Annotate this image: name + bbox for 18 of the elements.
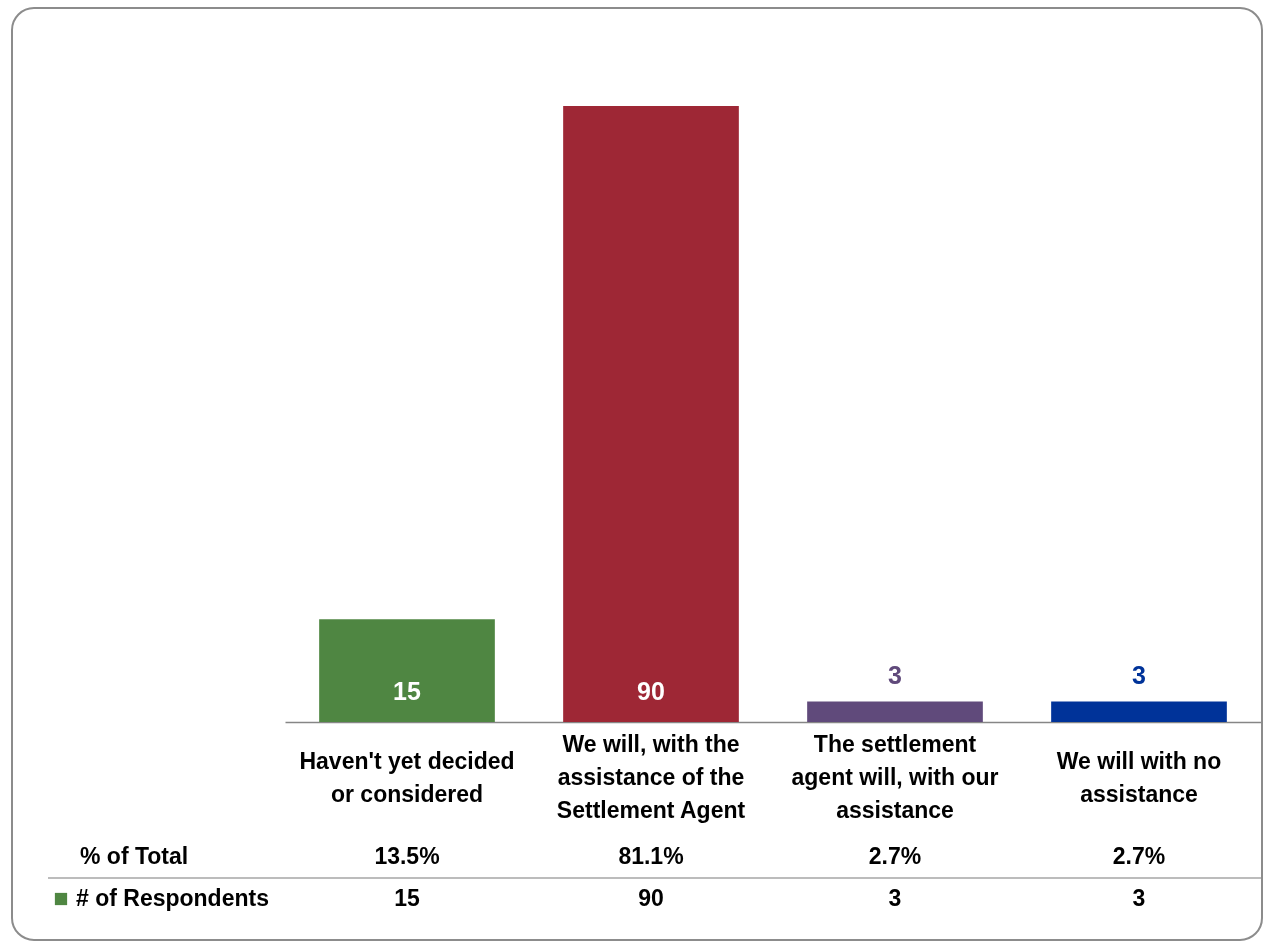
text: 2.7% — [868, 843, 922, 869]
x-tick-label: Haven't yet decided or considered — [299, 747, 515, 807]
data-label: 90 — [638, 885, 664, 911]
data-label: 3 — [1132, 885, 1146, 911]
legend-label: # of Respondents — [76, 885, 269, 911]
text: % of Total — [80, 843, 189, 869]
x-tick-label: The settlement agent will, with our assistance — [791, 731, 999, 823]
data-label: 3 — [888, 885, 902, 911]
text: 13.5% — [374, 843, 440, 869]
annotation: 3 — [1132, 661, 1146, 690]
annotation: 15 — [393, 677, 421, 705]
text: 2.7% — [1112, 843, 1166, 869]
data-label: 15 — [394, 885, 420, 911]
x-tick-label: We will with no assistance — [1056, 747, 1222, 807]
x-tick-label: We will, with the assistance of the Settlement Agent — [556, 731, 746, 823]
text: 81.1% — [618, 843, 684, 869]
annotation: 3 — [888, 661, 902, 690]
annotation: 90 — [637, 677, 665, 705]
